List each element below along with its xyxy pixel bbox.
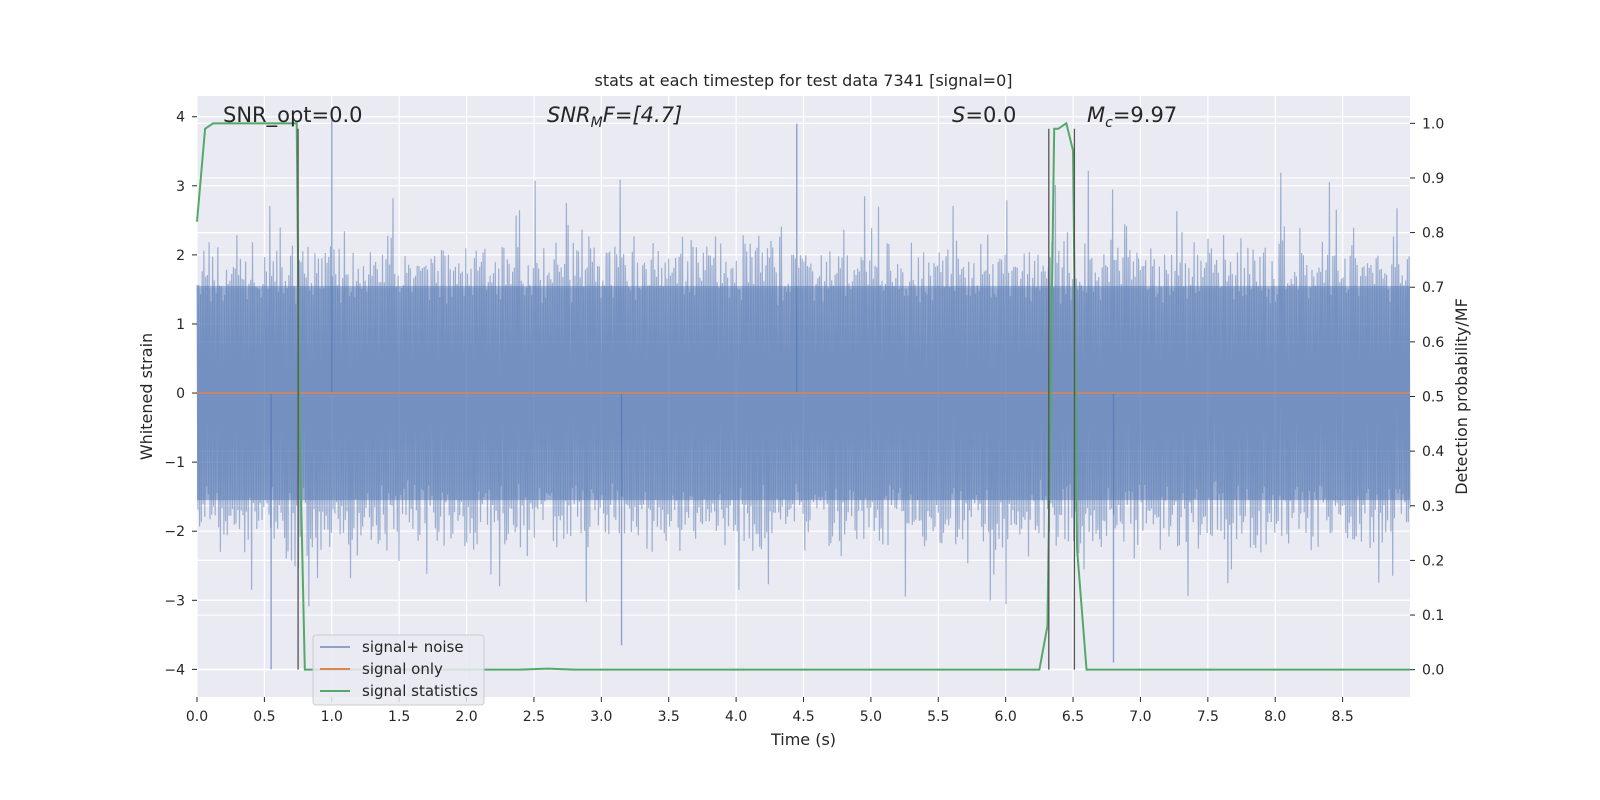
annotation-snr-mf: SNRMF=[4.7] bbox=[547, 103, 682, 131]
x-axis-ticks: 0.0 0.5 1.0 1.5 2.0 2.5 3.0 3.5 4.0 4.5 5.0 5.5 6.0 6… bbox=[186, 697, 1354, 725]
x-tick-label: 3.0 bbox=[590, 709, 612, 725]
x-tick-label: 5.5 bbox=[927, 709, 949, 725]
y-right-tick-label: 0.8 bbox=[1422, 226, 1444, 242]
signal-statistics-series bbox=[196, 121, 1410, 671]
legend-label-signal-noise: signal+ noise bbox=[362, 638, 464, 656]
annotation-s-italic: S bbox=[952, 103, 965, 127]
legend-label-signal-statistics: signal statistics bbox=[362, 682, 478, 700]
vertical-markers bbox=[297, 128, 1076, 670]
x-tick-label: 2.0 bbox=[455, 709, 477, 725]
y-right-axis-ticks: 0.0 0.1 0.2 0.3 0.4 0.5 0.6 0.7 0.8 0.9 1.0 bbox=[1410, 116, 1444, 679]
y-right-tick-label: 0.2 bbox=[1422, 553, 1444, 569]
x-tick-label: 8.0 bbox=[1264, 709, 1286, 725]
y-left-axis-label: Whitened strain bbox=[137, 333, 156, 460]
legend: signal+ noise signal only signal statist… bbox=[312, 634, 485, 706]
annotation-snr-mf-rest: F=[4.7] bbox=[603, 103, 682, 127]
y-left-tick-label: −3 bbox=[164, 593, 185, 609]
x-tick-label: 6.5 bbox=[1062, 709, 1084, 725]
y-right-tick-label: 0.3 bbox=[1422, 499, 1444, 515]
chart-title: stats at each timestep for test data 734… bbox=[594, 71, 1012, 90]
y-right-tick-label: 0.4 bbox=[1422, 444, 1444, 460]
y-left-tick-label: −1 bbox=[164, 455, 185, 471]
x-tick-label: 4.5 bbox=[792, 709, 814, 725]
legend-box bbox=[312, 634, 485, 706]
x-tick-label: 1.5 bbox=[388, 709, 410, 725]
annotation-snr-opt: SNR_opt=0.0 bbox=[223, 103, 363, 128]
annotation-s-rest: =0.0 bbox=[965, 103, 1016, 127]
y-right-axis-label: Detection probability/MF bbox=[1452, 298, 1471, 495]
y-right-tick-label: 0.7 bbox=[1422, 280, 1444, 296]
annotation-mc: Mc=9.97 bbox=[1087, 103, 1177, 131]
annotation-mc-sub: c bbox=[1105, 115, 1113, 131]
x-tick-label: 3.5 bbox=[658, 709, 680, 725]
y-left-tick-label: 3 bbox=[176, 179, 185, 195]
annotation-mc-rest: =9.97 bbox=[1113, 103, 1177, 127]
x-tick-label: 8.5 bbox=[1331, 709, 1353, 725]
signal-statistics-line bbox=[196, 121, 1410, 671]
y-left-tick-label: 4 bbox=[176, 110, 185, 126]
x-tick-label: 1.0 bbox=[321, 709, 343, 725]
x-tick-label: 0.0 bbox=[186, 709, 208, 725]
y-right-tick-label: 0.1 bbox=[1422, 608, 1444, 624]
annotation-mc-italic: M bbox=[1087, 103, 1105, 127]
x-tick-label: 4.0 bbox=[725, 709, 747, 725]
x-tick-label: 7.5 bbox=[1197, 709, 1219, 725]
y-left-axis-ticks: −4 −3 −2 −1 0 1 2 3 4 bbox=[164, 110, 197, 678]
x-tick-label: 2.5 bbox=[523, 709, 545, 725]
y-left-tick-label: 1 bbox=[176, 317, 185, 333]
annotation-s: S=0.0 bbox=[952, 103, 1016, 127]
x-tick-label: 7.0 bbox=[1129, 709, 1151, 725]
x-tick-label: 0.5 bbox=[253, 709, 275, 725]
x-axis-label: Time (s) bbox=[770, 730, 836, 749]
y-left-tick-label: 2 bbox=[176, 248, 185, 264]
y-left-tick-label: −2 bbox=[164, 524, 185, 540]
legend-label-signal-only: signal only bbox=[362, 660, 443, 678]
x-tick-label: 5.0 bbox=[860, 709, 882, 725]
y-left-tick-label: 0 bbox=[176, 386, 185, 402]
annotation-snr-mf-sub: M bbox=[591, 115, 603, 131]
y-right-tick-label: 0.5 bbox=[1422, 390, 1444, 406]
y-right-tick-label: 0.6 bbox=[1422, 335, 1444, 351]
plot-data-layer bbox=[196, 120, 1411, 671]
y-left-tick-label: −4 bbox=[164, 662, 185, 678]
annotation-snr-mf-italic: SNR bbox=[547, 103, 591, 127]
noise-trace bbox=[196, 170, 1411, 607]
x-tick-label: 6.0 bbox=[995, 709, 1017, 725]
y-right-tick-label: 1.0 bbox=[1422, 116, 1444, 132]
y-right-tick-label: 0.0 bbox=[1422, 663, 1444, 679]
y-right-tick-label: 0.9 bbox=[1422, 171, 1444, 187]
